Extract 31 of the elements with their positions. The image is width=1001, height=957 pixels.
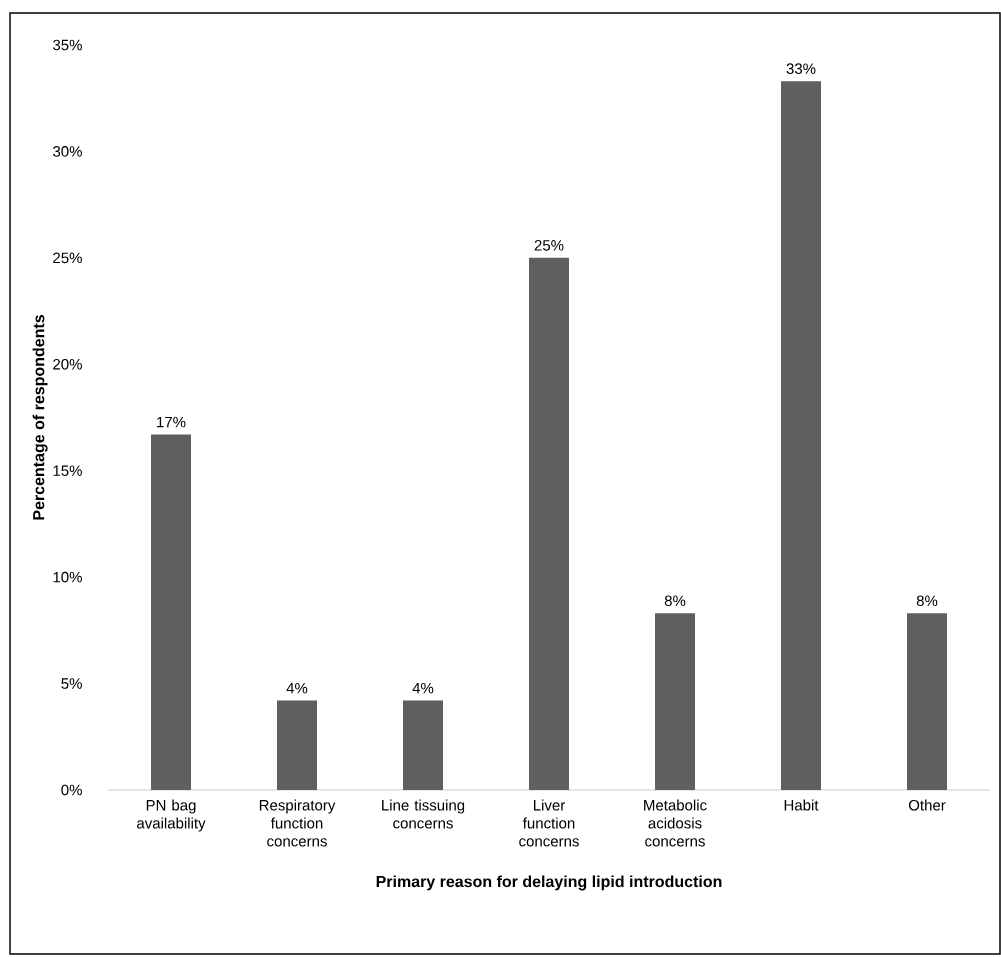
y-tick-label: 10% [53, 571, 82, 583]
bar [781, 81, 821, 790]
y-tick-label: 15% [53, 465, 82, 476]
data-label: 33% [786, 63, 816, 74]
bar [907, 613, 947, 790]
data-label: 4% [286, 682, 308, 694]
y-tick-label: 20% [53, 358, 82, 370]
x-tick-label: Other [908, 799, 946, 811]
y-tick-label: 35% [53, 39, 82, 51]
bar [529, 257, 569, 790]
x-tick-label: Respiratory function concerns [259, 799, 336, 847]
y-tick-label: 5% [61, 678, 82, 689]
x-tick-label: Liver function concerns [519, 799, 579, 847]
bar [277, 700, 317, 790]
data-label: 8% [664, 595, 686, 607]
bar [403, 700, 443, 790]
data-label: 25% [534, 240, 564, 251]
data-label: 17% [157, 416, 186, 428]
x-tick-label: PN bag availability [137, 799, 206, 832]
x-tick-label: Metabolic acidosis concerns [644, 799, 707, 847]
bar [655, 613, 695, 790]
y-tick-label: 30% [53, 146, 82, 157]
x-tick-label: Line tissuing concerns [382, 799, 465, 829]
data-label: 4% [412, 682, 434, 694]
y-tick-label: 25% [53, 252, 82, 264]
x-tick-label: Habit [784, 799, 819, 811]
y-tick-label: 0% [61, 784, 82, 796]
y-axis-title: Percentage of respondents [32, 315, 48, 520]
bar [151, 434, 192, 790]
x-axis-title: Primary reason for delaying lipid introduction [376, 875, 722, 891]
data-label: 8% [916, 595, 938, 607]
